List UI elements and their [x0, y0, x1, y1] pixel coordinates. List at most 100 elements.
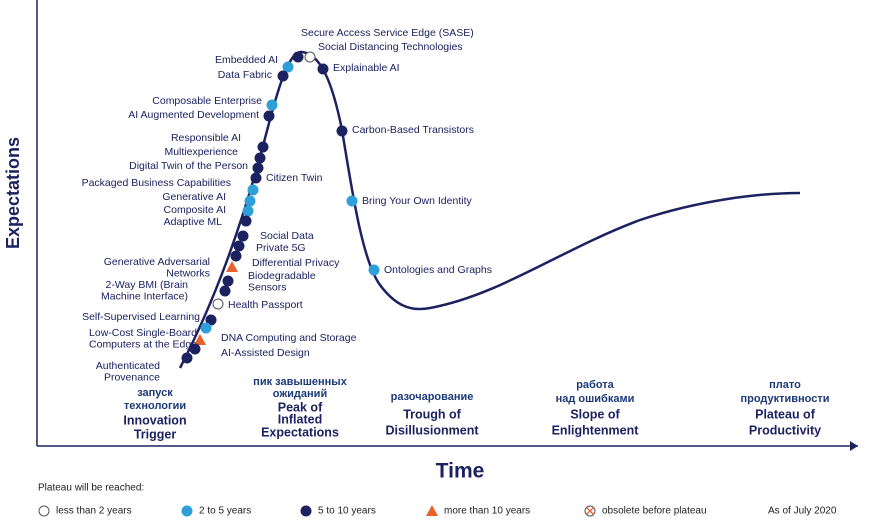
phase-en: Productivity	[749, 423, 821, 437]
legend-marker	[181, 505, 193, 517]
tech-marker	[282, 61, 294, 73]
tech-marker	[233, 240, 245, 252]
tech-label: 2-Way BMI (Brain	[106, 279, 189, 291]
as-of: As of July 2020	[768, 506, 837, 517]
tech-label: Authenticated	[96, 360, 160, 372]
tech-label: Responsible AI	[171, 132, 241, 144]
legend-marker-cross	[586, 507, 594, 515]
tech-marker	[257, 141, 269, 153]
tech-label: Adaptive ML	[164, 216, 223, 228]
tech-label: Embedded AI	[215, 54, 278, 66]
tech-label: Social Distancing Technologies	[318, 41, 463, 53]
tech-marker	[250, 172, 262, 184]
tech-marker	[252, 162, 264, 174]
phase-en: Expectations	[261, 425, 339, 439]
phase-en: Inflated	[278, 412, 322, 426]
tech-marker	[212, 298, 224, 310]
tech-label: Data Fabric	[218, 69, 272, 81]
tech-label: Low-Cost Single-Board	[89, 327, 197, 339]
phase-en: Slope of	[570, 407, 620, 421]
legend-label: 5 to 10 years	[318, 506, 376, 517]
phase-en: Innovation	[123, 413, 186, 427]
legend-label: obsolete before plateau	[602, 506, 707, 517]
tech-marker	[189, 343, 201, 355]
legend-marker	[38, 505, 50, 517]
tech-marker	[292, 51, 304, 63]
tech-marker	[244, 195, 256, 207]
tech-label: Health Passport	[228, 299, 303, 311]
phase-ru: технологии	[124, 400, 186, 412]
y-axis-label: Expectations	[3, 137, 23, 249]
tech-label: Packaged Business Capabilities	[82, 177, 231, 189]
tech-marker	[194, 334, 206, 345]
tech-marker	[277, 70, 289, 82]
tech-label: AI Augmented Development	[128, 109, 259, 121]
tech-label: Provenance	[104, 371, 160, 383]
tech-label: Bring Your Own Identity	[362, 195, 472, 207]
phase-en: Enlightenment	[552, 423, 640, 437]
legend-label: more than 10 years	[444, 506, 530, 517]
legend-label: less than 2 years	[56, 506, 132, 517]
tech-label: Explainable AI	[333, 62, 400, 74]
tech-label: Carbon-Based Transistors	[352, 124, 474, 136]
tech-marker	[266, 99, 278, 111]
tech-label: Machine Interface)	[101, 290, 188, 302]
phase-ru: запуск	[137, 387, 173, 399]
tech-marker	[222, 275, 234, 287]
tech-marker	[219, 285, 231, 297]
tech-label: Composite AI	[164, 204, 226, 216]
tech-marker	[254, 152, 266, 164]
tech-marker	[263, 110, 275, 122]
phase-en: Trough of	[403, 407, 461, 421]
tech-label: AI-Assisted Design	[221, 347, 310, 359]
tech-label: Generative AI	[162, 191, 226, 203]
phase-ru: плато	[769, 379, 801, 391]
phase-ru: разочарование	[391, 391, 474, 403]
tech-label: Digital Twin of the Person	[129, 160, 248, 172]
tech-marker	[181, 352, 193, 364]
tech-marker	[230, 250, 242, 262]
phase-ru: работа	[576, 379, 614, 391]
tech-marker	[368, 264, 380, 276]
legend-marker	[426, 505, 438, 516]
tech-label: Computers at the Edge	[89, 338, 197, 350]
tech-label: Secure Access Service Edge (SASE)	[301, 27, 474, 39]
x-axis-label: Time	[436, 460, 485, 483]
phase-en: Plateau of	[755, 407, 816, 421]
tech-label: Networks	[166, 267, 210, 279]
phase-ru: продуктивности	[740, 393, 829, 405]
phase-ru: ожиданий	[273, 388, 327, 400]
tech-marker	[336, 125, 348, 137]
hype-curve	[178, 50, 801, 369]
tech-label: Social Data	[260, 230, 314, 242]
legend-marker	[300, 505, 312, 517]
tech-marker	[226, 261, 238, 272]
tech-label: Differential Privacy	[252, 257, 340, 269]
tech-marker	[317, 63, 329, 75]
tech-label: Composable Enterprise	[152, 95, 262, 107]
tech-label: Ontologies and Graphs	[384, 264, 492, 276]
phase-en: Peak of	[278, 400, 323, 414]
phase-ru: пик завышенных	[253, 376, 348, 388]
tech-label: Citizen Twin	[266, 172, 323, 184]
tech-label: Sensors	[248, 281, 287, 293]
tech-marker	[200, 322, 212, 334]
x-axis-arrow	[850, 441, 858, 451]
tech-label: Generative Adversarial	[104, 256, 210, 268]
tech-marker	[205, 314, 217, 326]
phase-ru: над ошибками	[556, 393, 635, 405]
tech-marker	[247, 184, 259, 196]
tech-label: Biodegradable	[248, 270, 316, 282]
tech-marker	[304, 51, 316, 63]
legend-label: 2 to 5 years	[199, 506, 251, 517]
legend-title: Plateau will be reached:	[38, 483, 144, 494]
tech-marker	[237, 230, 249, 242]
tech-label: Multiexperience	[164, 146, 238, 158]
phase-en: Trigger	[134, 427, 177, 441]
tech-marker	[242, 205, 254, 217]
phase-en: Disillusionment	[385, 423, 479, 437]
tech-label: Private 5G	[256, 242, 306, 254]
tech-marker	[346, 195, 358, 207]
tech-label: Self-Supervised Learning	[82, 311, 200, 323]
